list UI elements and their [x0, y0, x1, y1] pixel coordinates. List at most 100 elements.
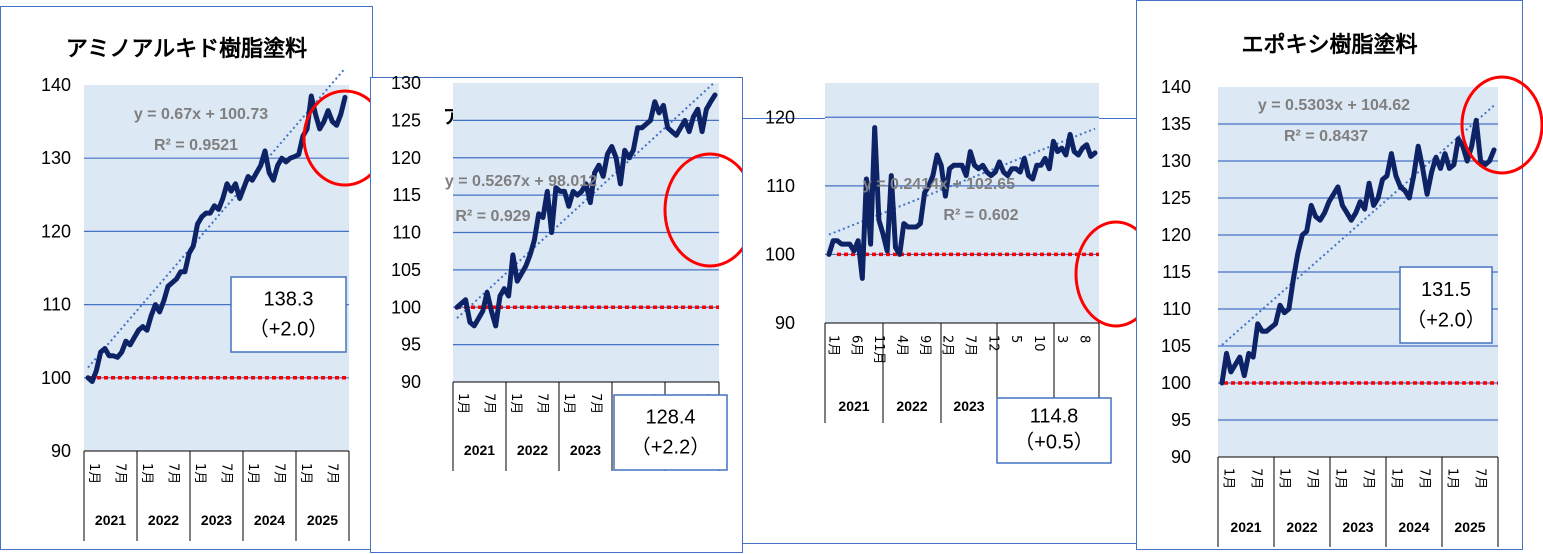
value-box [996, 397, 1112, 464]
y-tick-label: 135 [1161, 114, 1191, 134]
y-tick-label: 100 [41, 368, 71, 388]
x-year-label: 2023 [1342, 519, 1373, 535]
y-tick-label: 115 [392, 185, 421, 205]
x-month-label: 1月 [1444, 468, 1459, 489]
series-line [826, 125, 1098, 281]
value-box [1399, 266, 1493, 344]
y-tick-label: 100 [1161, 373, 1191, 393]
chart-panel-acrylic-ambient: アクリル樹脂塗料（常温） 90951001051101151201251301月… [370, 73, 757, 553]
x-month-label: 7月 [588, 393, 603, 414]
chart-panel-epoxy: エポキシ樹脂塗料 90 95 100 105 110 115 120 125 130 135 140… [1136, 0, 1543, 550]
x-month-label: 1月 [1332, 468, 1347, 489]
chart-title: アミノアルキド樹脂塗料 [65, 37, 308, 62]
highlight-circle [1460, 75, 1543, 175]
x-month-label: 7月 [1360, 468, 1375, 489]
y-tick-label: 110 [392, 223, 421, 243]
x-year-label: 2024 [1398, 519, 1429, 535]
x-month-label: 8 [1077, 335, 1092, 343]
y-tick-label: 105 [1161, 336, 1191, 356]
x-year-label: 2023 [570, 442, 601, 458]
x-year-label: 2025 [1454, 519, 1485, 535]
trend-equation: y = 0.5267x + 98.012 [445, 173, 597, 190]
x-month-label: 7月 [481, 393, 496, 414]
x-year-label: 2021 [95, 512, 126, 528]
x-month-label: 1月 [455, 393, 470, 414]
y-tick-label: 120 [41, 221, 71, 241]
x-month-label: 7月 [535, 393, 550, 414]
y-tick-label: 120 [1161, 225, 1191, 245]
x-month-label: 11月 [871, 335, 886, 365]
x-month-label: 12 [985, 335, 1000, 352]
x-month-label: 6月 [848, 335, 863, 356]
change-label: （+2.2） [631, 436, 710, 459]
x-month-label: 1月 [298, 463, 313, 484]
x-month-label: 2月 [940, 335, 955, 356]
y-tick-label: 90 [51, 441, 71, 461]
x-month-label: 7月 [112, 463, 127, 484]
x-month-label: 1月 [192, 463, 207, 484]
y-tick-label: 120 [765, 107, 795, 127]
trend-equation: y = 0.2414x + 102.65 [863, 176, 1015, 193]
y-tick-label: 105 [391, 260, 421, 280]
value-box [230, 276, 347, 353]
x-month-label: 7月 [1472, 468, 1487, 489]
trendline [1221, 104, 1495, 346]
series-line [85, 93, 348, 384]
y-tick-label: 130 [1161, 151, 1191, 171]
y-tick-label: 95 [401, 335, 421, 355]
x-year-label: 2023 [953, 398, 984, 414]
y-tick-label: 115 [1162, 262, 1191, 282]
chart-plot-acrylic-baking: 90 100 110 120 1月 6月 11月 4月 9月 2月 7月 12 5 10 3 8 2021 202… [765, 83, 1158, 464]
trend-r2: R² = 0.602 [943, 207, 1018, 224]
trendline [456, 81, 716, 319]
x-month-label: 4月 [894, 335, 909, 356]
x-month-label: 9月 [917, 335, 932, 356]
change-label: （+2.0） [249, 318, 328, 341]
y-tick-label: 140 [41, 75, 71, 95]
y-tick-label: 125 [1161, 188, 1191, 208]
x-month-label: 7月 [1416, 468, 1431, 489]
x-month-label: 3 [1054, 335, 1069, 343]
y-tick-label: 95 [1171, 410, 1191, 430]
x-month-label: 1月 [1388, 468, 1403, 489]
y-tick-label: 110 [1162, 299, 1191, 319]
y-tick-label: 90 [1171, 447, 1191, 467]
x-month-label: 1月 [86, 463, 101, 484]
x-month-label: 1月 [245, 463, 260, 484]
y-tick-label: 130 [391, 73, 421, 93]
y-tick-label: 110 [766, 176, 795, 196]
x-month-label: 7月 [324, 463, 339, 484]
latest-value-label: 128.4 [645, 407, 695, 429]
latest-value-label: 138.3 [263, 289, 313, 311]
x-year-label: 2025 [307, 512, 338, 528]
latest-value-label: 131.5 [1421, 279, 1471, 301]
y-tick-label: 120 [391, 148, 421, 168]
trend-equation: y = 0.67x + 100.73 [134, 106, 268, 123]
x-month-label: 7月 [1248, 468, 1263, 489]
latest-value-label: 114.8 [1030, 406, 1079, 428]
change-label: （+0.5） [1014, 431, 1093, 454]
x-month-label: 7月 [1304, 468, 1319, 489]
y-tick-label: 90 [775, 313, 795, 333]
x-month-label: 5 [1008, 335, 1023, 343]
x-month-label: 7月 [271, 463, 286, 484]
x-month-label: 1月 [1276, 468, 1291, 489]
chart-plot-epoxy: 90 95 100 105 110 115 120 125 130 135 140 1月 7月 1月 7月 1… [1161, 75, 1543, 547]
chart-plot-acrylic-ambient: 90951001051101151201251301月7月1月7月1月7月1月7… [391, 73, 757, 471]
x-year-label: 2022 [896, 398, 927, 414]
x-year-label: 2021 [838, 398, 869, 414]
x-year-label: 2022 [1286, 519, 1317, 535]
x-month-label: 1月 [561, 393, 576, 414]
y-tick-label: 100 [765, 244, 795, 264]
x-month-label: 7月 [962, 335, 977, 356]
x-year-label: 2021 [464, 442, 495, 458]
y-tick-label: 90 [401, 372, 421, 392]
chart-title: エポキシ樹脂塗料 [1241, 33, 1418, 58]
trendline [87, 67, 346, 369]
trend-equation: y = 0.5303x + 104.62 [1258, 97, 1410, 114]
x-month-label: 1月 [508, 393, 523, 414]
y-tick-label: 130 [41, 148, 71, 168]
x-month-label: 1月 [825, 335, 840, 356]
change-label: （+2.0） [1406, 308, 1485, 331]
value-box [613, 394, 728, 471]
